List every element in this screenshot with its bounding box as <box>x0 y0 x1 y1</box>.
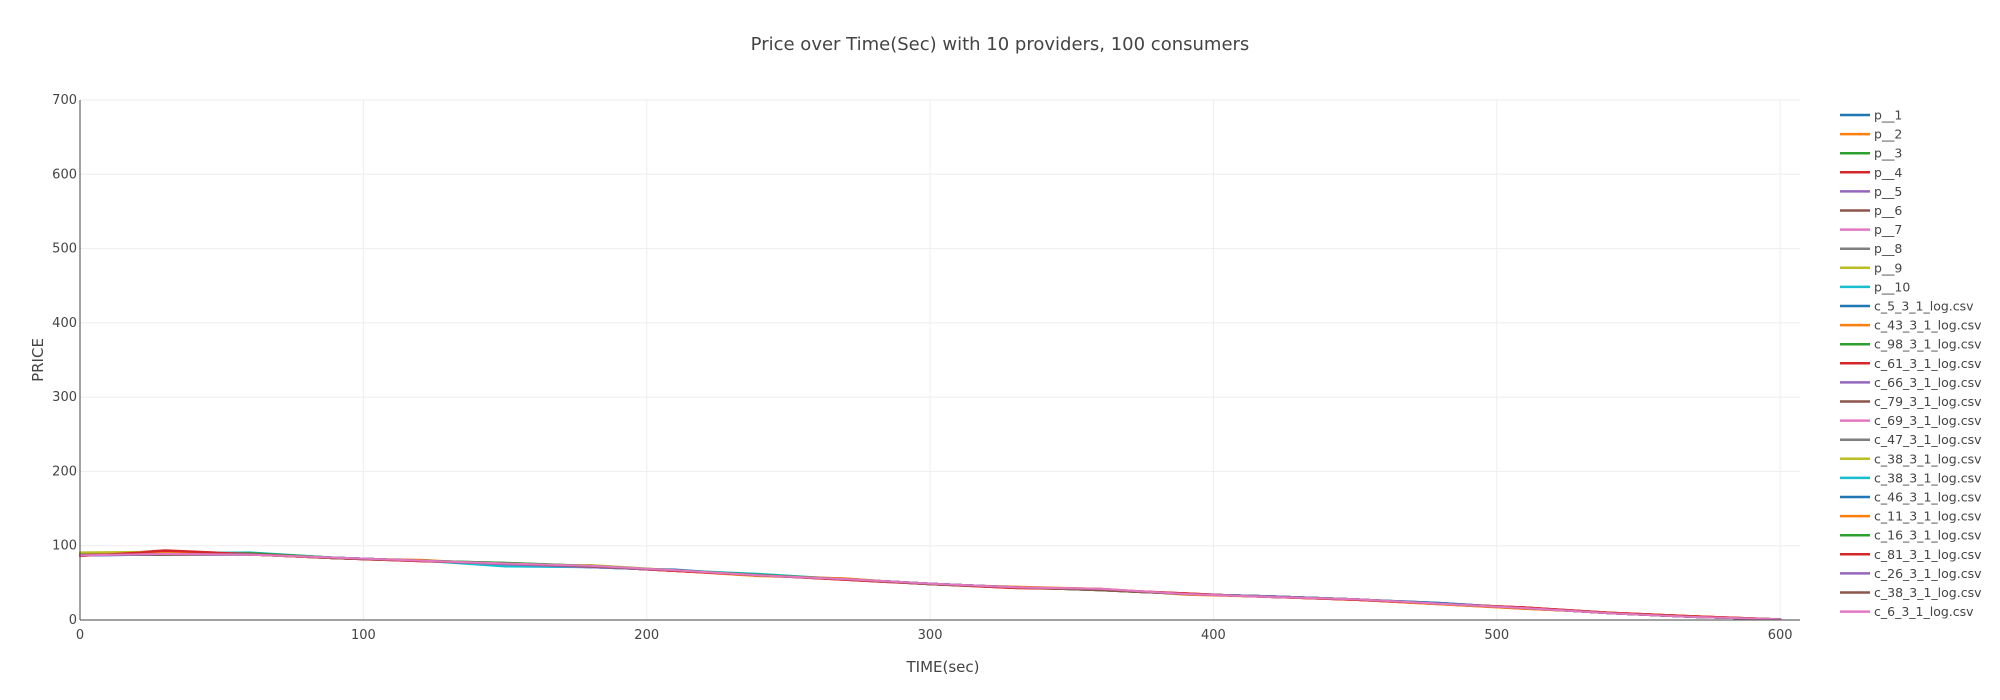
legend-label: c_38_3_1_log.csv <box>1874 470 1982 485</box>
x-tick-label: 300 <box>918 628 943 643</box>
legend-item[interactable]: c_47_3_1_log.csv <box>1840 432 1982 447</box>
x-tick-label: 0 <box>76 628 84 643</box>
legend-label: p__3 <box>1874 146 1902 161</box>
y-tick-label: 200 <box>52 464 77 479</box>
legend-item[interactable]: c_43_3_1_log.csv <box>1840 318 1982 333</box>
legend-label: p__2 <box>1874 127 1902 142</box>
legend-item[interactable]: p__1 <box>1840 108 1902 123</box>
legend-item[interactable]: c_81_3_1_log.csv <box>1840 547 1982 562</box>
legend-item[interactable]: c_16_3_1_log.csv <box>1840 528 1982 543</box>
legend: p__1 p__2 p__3 p__4 p__5 p__6 p__7 p__8 p__9 p__1… <box>1840 108 1982 619</box>
legend-item[interactable]: c_98_3_1_log.csv <box>1840 337 1982 352</box>
legend-item[interactable]: p__6 <box>1840 203 1902 218</box>
legend-label: c_66_3_1_log.csv <box>1874 375 1982 390</box>
legend-label: c_81_3_1_log.csv <box>1874 547 1982 562</box>
legend-label: p__9 <box>1874 260 1902 275</box>
x-tick-label: 600 <box>1768 628 1793 643</box>
legend-item[interactable]: p__8 <box>1840 241 1902 256</box>
legend-item[interactable]: p__10 <box>1840 279 1910 294</box>
legend-label: c_61_3_1_log.csv <box>1874 356 1982 371</box>
legend-item[interactable]: c_38_3_1_log.csv <box>1840 585 1982 600</box>
legend-item[interactable]: c_61_3_1_log.csv <box>1840 356 1982 371</box>
legend-item[interactable]: c_5_3_1_log.csv <box>1840 299 1974 314</box>
legend-label: c_38_3_1_log.csv <box>1874 451 1982 466</box>
legend-item[interactable]: p__5 <box>1840 184 1902 199</box>
legend-item[interactable]: p__3 <box>1840 146 1902 161</box>
chart-title: Price over Time(Sec) with 10 providers, … <box>751 34 1250 55</box>
y-tick-label: 400 <box>52 316 77 331</box>
legend-label: c_5_3_1_log.csv <box>1874 299 1974 314</box>
legend-label: c_6_3_1_log.csv <box>1874 604 1974 619</box>
series-group <box>79 549 1782 621</box>
legend-item[interactable]: p__4 <box>1840 165 1902 180</box>
legend-label: c_43_3_1_log.csv <box>1874 318 1982 333</box>
tick-labels: 0 100 200 300 400 500 600 0 100 200 300 400 500 600 70… <box>52 93 1792 643</box>
legend-item[interactable]: c_26_3_1_log.csv <box>1840 566 1982 581</box>
y-tick-label: 300 <box>52 390 77 405</box>
legend-label: p__10 <box>1874 279 1910 294</box>
y-tick-label: 0 <box>69 613 77 628</box>
x-tick-label: 100 <box>351 628 376 643</box>
x-axis-title: TIME(sec) <box>905 658 979 676</box>
legend-label: c_46_3_1_log.csv <box>1874 490 1982 505</box>
legend-item[interactable]: c_46_3_1_log.csv <box>1840 490 1982 505</box>
y-tick-label: 500 <box>52 242 77 257</box>
legend-label: c_26_3_1_log.csv <box>1874 566 1982 581</box>
legend-item[interactable]: p__7 <box>1840 222 1902 237</box>
legend-label: c_47_3_1_log.csv <box>1874 432 1982 447</box>
legend-item[interactable]: c_69_3_1_log.csv <box>1840 413 1982 428</box>
y-axis-title: PRICE <box>29 338 47 382</box>
legend-label: c_16_3_1_log.csv <box>1874 528 1982 543</box>
legend-label: p__4 <box>1874 165 1902 180</box>
y-tick-label: 100 <box>52 539 77 554</box>
legend-label: p__1 <box>1874 108 1902 123</box>
legend-label: p__8 <box>1874 241 1902 256</box>
legend-item[interactable]: c_79_3_1_log.csv <box>1840 394 1982 409</box>
y-tick-label: 600 <box>52 167 77 182</box>
legend-item[interactable]: c_66_3_1_log.csv <box>1840 375 1982 390</box>
legend-item[interactable]: c_38_3_1_log.csv <box>1840 470 1982 485</box>
legend-item[interactable]: c_11_3_1_log.csv <box>1840 509 1982 524</box>
legend-item[interactable]: p__2 <box>1840 127 1902 142</box>
legend-label: c_69_3_1_log.csv <box>1874 413 1982 428</box>
y-tick-label: 700 <box>52 93 77 108</box>
x-tick-label: 500 <box>1484 628 1509 643</box>
legend-item[interactable]: c_6_3_1_log.csv <box>1840 604 1974 619</box>
x-tick-label: 400 <box>1201 628 1226 643</box>
legend-label: c_38_3_1_log.csv <box>1874 585 1982 600</box>
legend-item[interactable]: c_38_3_1_log.csv <box>1840 451 1982 466</box>
legend-label: p__6 <box>1874 203 1902 218</box>
grid <box>80 99 1800 620</box>
legend-label: c_98_3_1_log.csv <box>1874 337 1982 352</box>
series-line-27 <box>79 552 1782 621</box>
legend-label: c_79_3_1_log.csv <box>1874 394 1982 409</box>
x-tick-label: 200 <box>634 628 659 643</box>
legend-label: p__7 <box>1874 222 1902 237</box>
legend-item[interactable]: p__9 <box>1840 260 1902 275</box>
legend-label: p__5 <box>1874 184 1902 199</box>
legend-label: c_11_3_1_log.csv <box>1874 509 1982 524</box>
